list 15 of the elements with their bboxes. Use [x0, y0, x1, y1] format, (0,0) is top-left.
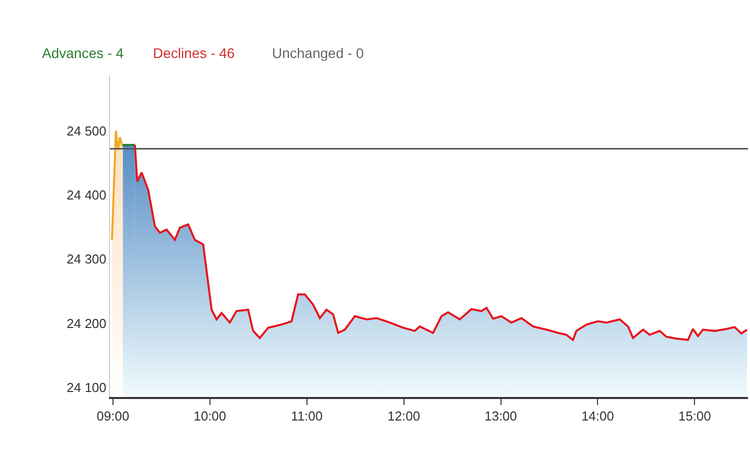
text: Declines - 46 — [153, 45, 235, 61]
x-tick-label: 15:00 — [678, 408, 711, 424]
x-tick-label: 12:00 — [388, 408, 420, 424]
y-tick-label: 24 500 — [66, 123, 106, 138]
text: Advances - 4 — [42, 45, 124, 61]
x-tick-label: 10:00 — [194, 408, 226, 424]
y-tick-label: 24 400 — [66, 188, 106, 202]
x-tick-label: 14:00 — [581, 408, 614, 424]
y-tick-label: 24 100 — [66, 380, 106, 395]
x-tick-label: 09:00 — [96, 408, 130, 424]
text: Unchanged - 0 — [272, 45, 364, 61]
x-tick-label: 11:00 — [291, 408, 323, 424]
y-tick-label: 24 300 — [66, 252, 106, 267]
x-tick-label: 13:00 — [484, 408, 518, 424]
y-tick-label: 24 200 — [66, 316, 106, 331]
